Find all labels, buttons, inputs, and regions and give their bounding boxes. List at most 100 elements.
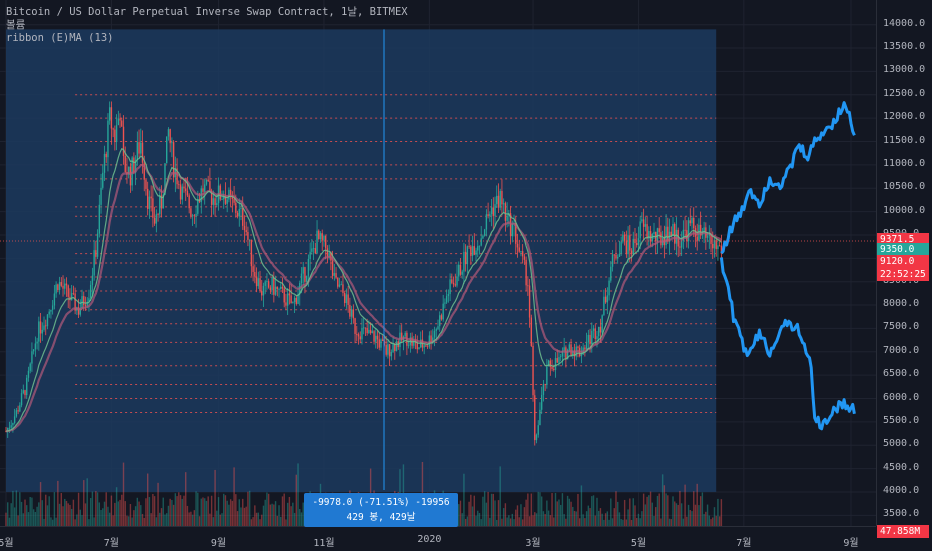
volume-bar	[715, 515, 717, 526]
volume-bar	[592, 495, 595, 526]
candle-body	[380, 339, 382, 348]
volume-bar	[148, 497, 151, 526]
volume-bar	[228, 504, 230, 526]
candle-body	[321, 233, 323, 241]
volume-bar	[108, 512, 111, 526]
candle-body	[364, 327, 367, 329]
volume-bar	[461, 513, 463, 526]
volume-bar	[205, 500, 208, 526]
volume-bar	[74, 519, 76, 526]
volume-bar	[501, 518, 503, 526]
volume-bar	[143, 517, 145, 526]
candle-body	[176, 168, 178, 185]
candle-body	[715, 240, 717, 250]
volume-bar	[38, 502, 40, 526]
candle-body	[423, 345, 425, 348]
volume-bar	[613, 508, 615, 526]
volume-bar	[274, 501, 277, 526]
candle-body	[369, 329, 372, 334]
volume-bar	[644, 504, 647, 526]
candle-body	[720, 245, 723, 254]
candle-body	[305, 275, 308, 282]
candle-body	[499, 190, 501, 208]
volume-indicator-label[interactable]: 볼륨	[6, 19, 26, 31]
candle-body	[34, 343, 37, 350]
projection-up-path	[720, 101, 856, 255]
candle-body	[470, 246, 472, 256]
volume-bar	[599, 508, 602, 526]
candle-body	[224, 196, 227, 204]
volume-bar	[209, 513, 211, 526]
candle-body	[48, 311, 50, 315]
volume-bar	[264, 499, 266, 526]
volume-bar	[102, 508, 104, 526]
ribbon-indicator-label[interactable]: ribbon (E)MA (13)	[6, 32, 114, 44]
volume-bar	[53, 492, 56, 526]
candle-body	[549, 360, 552, 367]
volume-bar	[217, 497, 220, 526]
volume-bar	[36, 506, 38, 526]
volume-bar	[580, 485, 583, 526]
volume-bar	[267, 493, 270, 526]
candle-body	[439, 315, 441, 327]
volume-bar	[235, 494, 237, 526]
volume-bar	[280, 516, 282, 526]
candle-body	[703, 227, 705, 233]
candle-body	[641, 219, 643, 222]
volume-bar	[131, 517, 133, 526]
candle-body	[186, 191, 189, 196]
candle-body	[490, 207, 493, 215]
candle-body	[98, 204, 101, 234]
candle-body	[568, 344, 571, 350]
volume-bar	[271, 503, 273, 526]
time-tick-label: 7월	[736, 538, 752, 549]
candle-body	[133, 157, 135, 173]
volume-bar	[197, 492, 199, 526]
candle-body	[558, 357, 560, 363]
volume-bar	[160, 508, 163, 526]
volume-bar	[255, 512, 258, 526]
volume-bar	[535, 513, 538, 526]
candle-body	[143, 162, 145, 180]
volume-bar	[515, 509, 517, 526]
symbol-title[interactable]: Bitcoin / US Dollar Perpetual Inverse Sw…	[6, 6, 408, 18]
candle-body	[487, 214, 489, 217]
volume-bar	[302, 502, 304, 526]
volume-bar	[242, 498, 244, 526]
candle-body	[276, 286, 278, 290]
volume-bar	[511, 513, 514, 526]
volume-bar	[710, 519, 712, 526]
volume-bar	[687, 504, 690, 526]
volume-bar	[478, 513, 481, 526]
volume-bar	[193, 510, 196, 526]
candle-body	[494, 204, 496, 216]
price-tick-label: 8000.0	[883, 298, 920, 310]
candle-body	[245, 230, 247, 233]
volume-bar	[642, 493, 645, 526]
volume-bar	[299, 508, 301, 526]
volume-bar	[238, 499, 240, 526]
candle-body	[371, 331, 374, 334]
volume-bar	[459, 500, 462, 526]
candle-body	[615, 254, 617, 259]
candle-body	[247, 232, 249, 240]
candle-body	[74, 293, 76, 311]
candle-body	[433, 330, 436, 338]
volume-bar	[46, 505, 49, 526]
volume-bar	[32, 509, 35, 526]
candle-body	[114, 129, 116, 143]
price-tag: 22:52:25	[877, 268, 929, 281]
candle-body	[183, 186, 185, 189]
candle-body	[713, 240, 716, 249]
candle-body	[159, 195, 161, 215]
candle-body	[672, 224, 674, 236]
time-axis[interactable]: 5월 7월 9월 11월 2020 3월 5월 7월 9월	[0, 526, 876, 551]
candle-body	[430, 335, 432, 343]
price-tick-label: 10500.0	[883, 181, 926, 193]
volume-bar	[248, 490, 251, 526]
volume-bar	[584, 518, 586, 526]
candle-body	[648, 231, 650, 239]
candle-body	[445, 296, 448, 303]
candle-body	[368, 329, 370, 334]
